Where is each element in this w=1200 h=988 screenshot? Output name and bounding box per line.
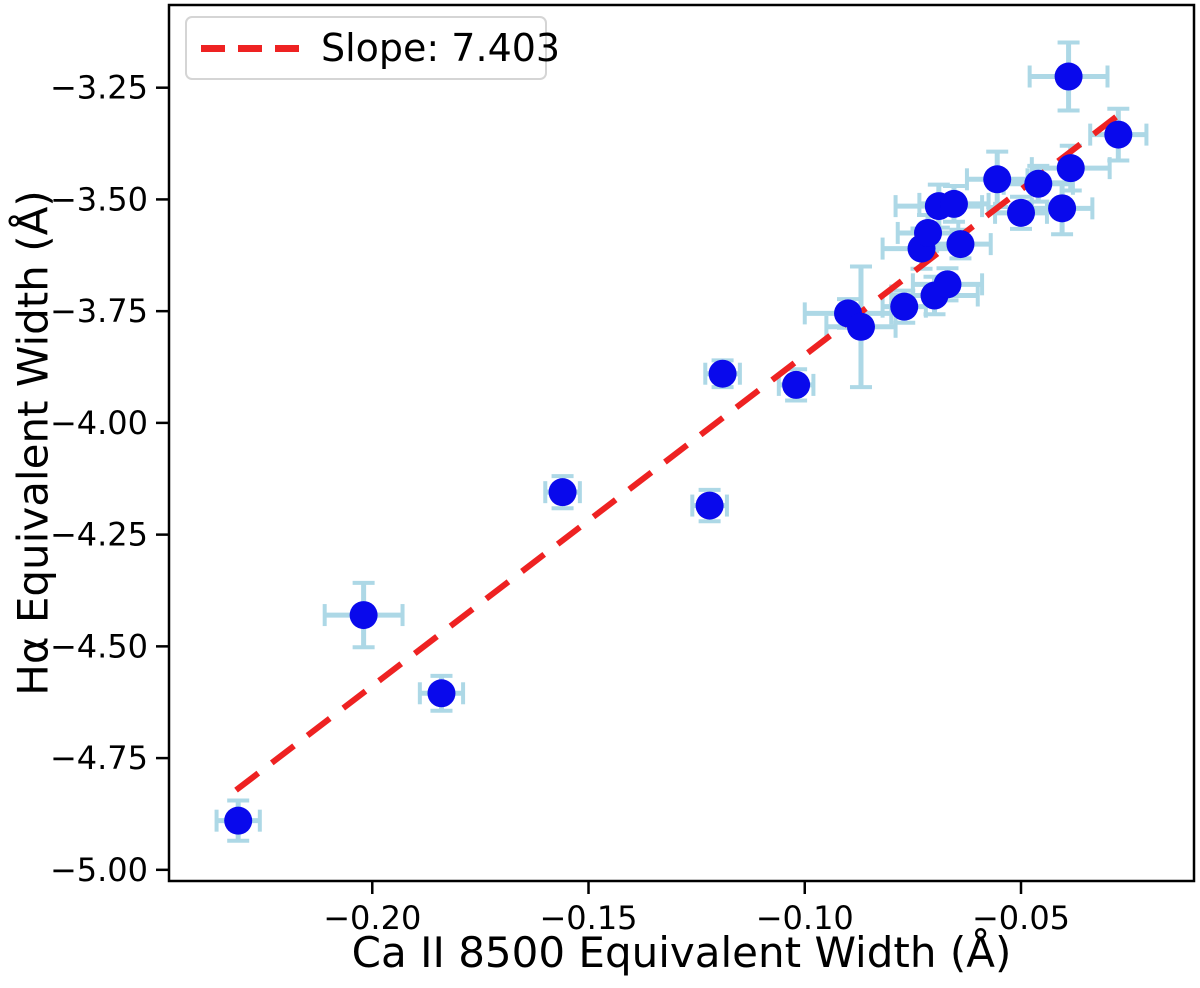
x-tick-label: −0.20 xyxy=(323,899,421,937)
y-axis-label: Hα Equivalent Width (Å) xyxy=(8,190,58,696)
data-point xyxy=(548,478,577,507)
data-point xyxy=(782,370,811,399)
data-point xyxy=(1007,198,1036,227)
data-point xyxy=(890,292,919,321)
data-point xyxy=(1054,62,1083,91)
data-point xyxy=(708,359,737,388)
y-tick-label: −3.50 xyxy=(50,180,148,218)
legend: Slope: 7.403 xyxy=(185,16,560,80)
data-point xyxy=(914,218,943,247)
y-tick-label: −5.00 xyxy=(50,851,148,889)
legend-dashed-line-sample xyxy=(201,44,299,52)
data-point xyxy=(349,601,378,630)
data-point xyxy=(224,806,253,835)
data-point xyxy=(1048,194,1077,223)
data-point xyxy=(933,270,962,299)
y-tick-label: −3.75 xyxy=(50,292,148,330)
data-point xyxy=(939,189,968,218)
data-point xyxy=(695,491,724,520)
data-point xyxy=(1056,154,1085,183)
data-point xyxy=(946,230,975,259)
x-axis-label: Ca II 8500 Equivalent Width (Å) xyxy=(351,928,1012,977)
x-tick-label: −0.15 xyxy=(539,899,637,937)
y-tick-label: −4.75 xyxy=(50,739,148,777)
y-tick-label: −4.50 xyxy=(50,627,148,665)
data-point xyxy=(427,679,456,708)
fit-line xyxy=(234,106,1129,793)
y-tick-label: −3.25 xyxy=(50,69,148,107)
y-tick-label: −4.25 xyxy=(50,516,148,554)
data-point xyxy=(1024,169,1053,198)
y-tick-label: −4.00 xyxy=(50,404,148,442)
data-point xyxy=(1104,120,1133,149)
plot-frame xyxy=(167,3,1196,883)
x-tick-label: −0.05 xyxy=(972,899,1070,937)
data-point xyxy=(846,312,875,341)
data-point xyxy=(983,165,1012,194)
legend-label: Slope: 7.403 xyxy=(321,26,561,70)
x-tick-label: −0.10 xyxy=(756,899,854,937)
